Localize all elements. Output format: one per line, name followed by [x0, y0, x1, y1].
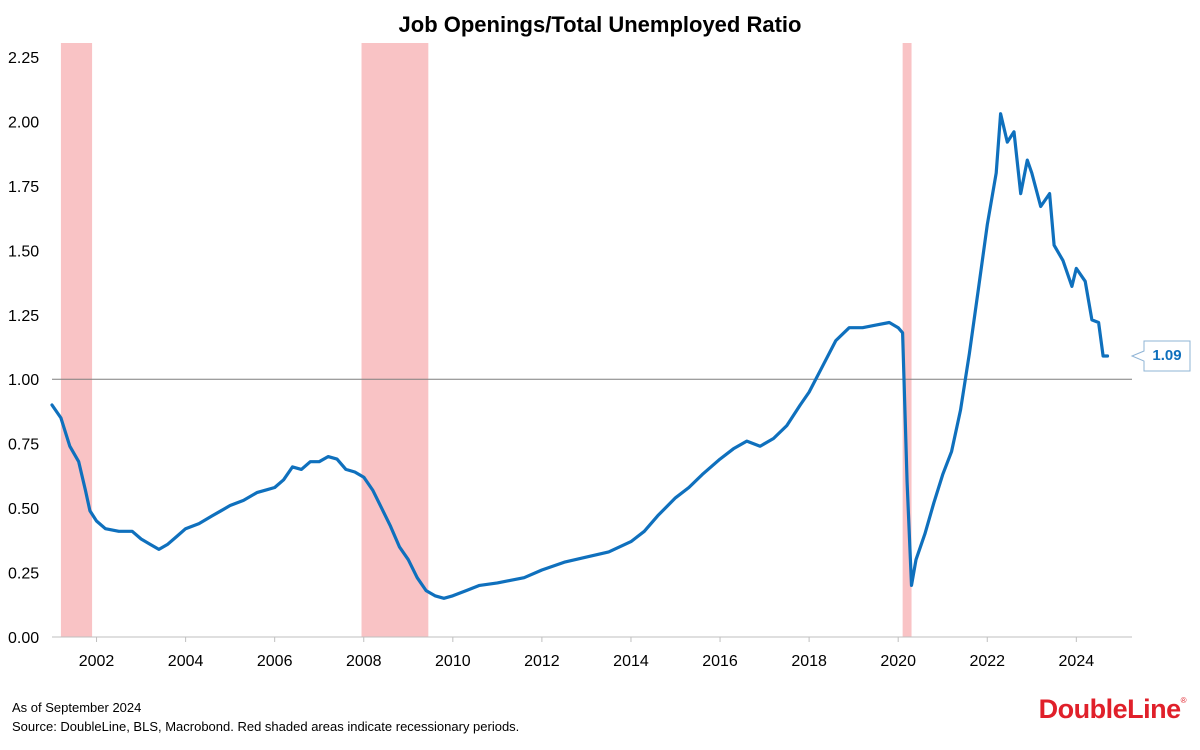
y-tick-label: 2.25 — [8, 50, 39, 67]
recession-band — [902, 43, 912, 637]
y-tick-label: 0.00 — [8, 630, 39, 647]
x-tick-label: 2016 — [702, 653, 738, 670]
x-tick-label: 2010 — [435, 653, 471, 670]
x-tick-label: 2018 — [791, 653, 827, 670]
series-layer — [50, 112, 1110, 600]
last-value-callout-label: 1.09 — [1152, 347, 1182, 365]
callout-layer — [1130, 340, 1191, 372]
x-tick-label: 2008 — [346, 653, 382, 670]
axes-layer: 0.00 0.25 0.50 0.75 1.00 1.25 1.50 1.75 2.00 2.25… — [8, 50, 1132, 670]
x-tick-label: 2014 — [613, 653, 649, 670]
y-tick-label: 1.50 — [8, 243, 39, 260]
x-tick-label: 2012 — [524, 653, 560, 670]
y-tick-label: 0.50 — [8, 501, 39, 518]
x-tick-label: 2024 — [1059, 653, 1095, 670]
as-of-note: As of September 2024 — [12, 700, 142, 715]
x-tick-label: 2020 — [880, 653, 916, 670]
series-line — [50, 112, 1110, 600]
logo-text: DoubleLine — [1038, 694, 1182, 724]
y-tick-label: 0.25 — [8, 566, 39, 583]
chart-title: Job Openings/Total Unemployed Ratio — [398, 12, 802, 37]
recession-shading-layer — [60, 43, 912, 637]
y-tick-label: 1.75 — [8, 179, 39, 196]
x-tick-label: 2006 — [257, 653, 293, 670]
x-tick-label: 2004 — [168, 653, 204, 670]
y-tick-label: 1.25 — [8, 308, 39, 325]
y-tick-label: 0.75 — [8, 437, 39, 454]
x-tick-label: 2002 — [79, 653, 115, 670]
last-value-callout-box — [1130, 340, 1191, 372]
y-tick-label: 1.00 — [8, 372, 39, 389]
source-note: Source: DoubleLine, BLS, Macrobond. Red … — [12, 719, 520, 734]
registered-mark: ® — [1180, 696, 1187, 705]
recession-band — [361, 43, 429, 637]
x-tick-label: 2022 — [969, 653, 1005, 670]
recession-band — [60, 43, 93, 637]
y-tick-label: 2.00 — [8, 114, 39, 131]
doubleline-logo: DoubleLine® — [1038, 694, 1187, 725]
